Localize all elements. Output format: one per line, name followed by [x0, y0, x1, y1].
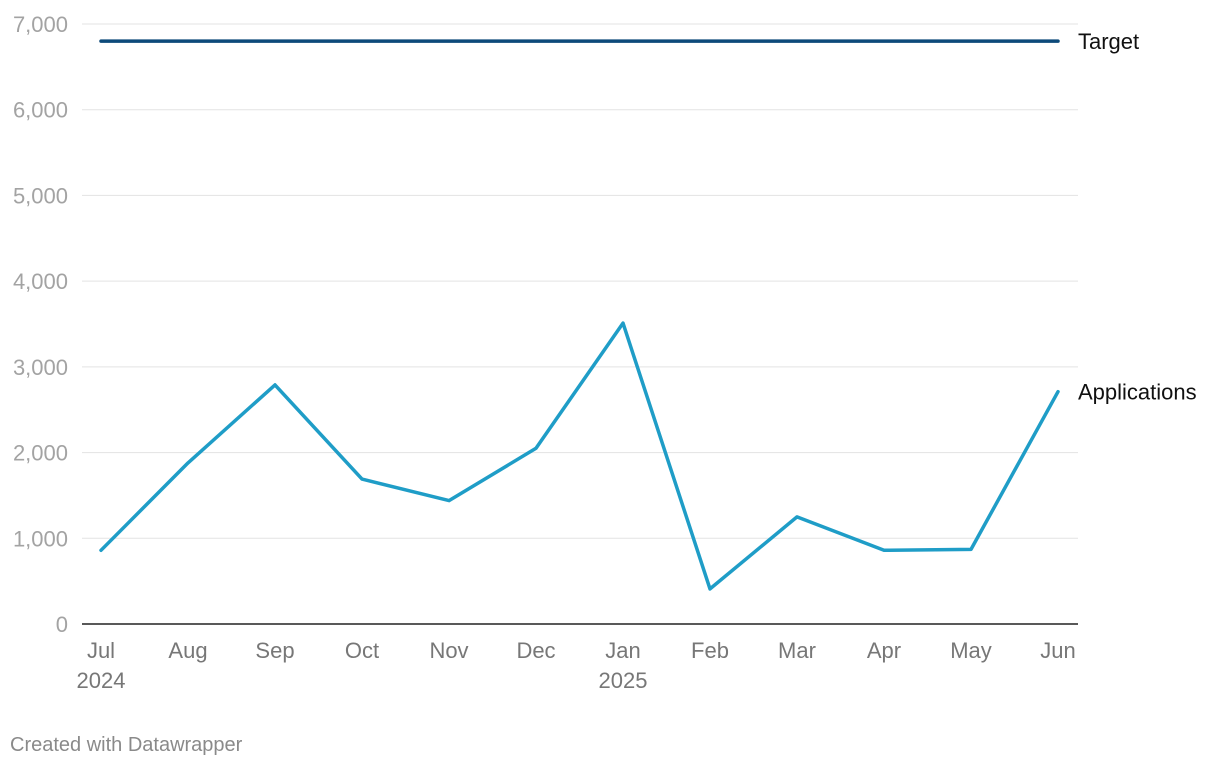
series-label-applications: Applications [1078, 380, 1197, 405]
x-tick-label-jul: Jul [87, 638, 115, 663]
y-axis-tick-labels: 0 1,000 2,000 3,000 4,000 5,000 6,000 7,000 [13, 12, 68, 637]
x-tick-label-oct: Oct [345, 638, 379, 663]
x-tick-label-feb: Feb [691, 638, 729, 663]
x-tick-label-nov: Nov [429, 638, 468, 663]
credit-text: Created with Datawrapper [10, 734, 243, 756]
x-tick-label-jun: Jun [1040, 638, 1075, 663]
series-lines [99, 39, 1060, 591]
x-tick-year-2025: 2025 [599, 668, 648, 693]
y-tick-label-6000: 6,000 [13, 98, 68, 123]
x-tick-label-jan: Jan [605, 638, 640, 663]
x-tick-label-aug: Aug [168, 638, 207, 663]
y-tick-label-5000: 5,000 [13, 183, 68, 208]
x-tick-year-2024: 2024 [77, 668, 126, 693]
series-labels: Target Applications [1078, 29, 1197, 405]
x-tick-label-apr: Apr [867, 638, 901, 663]
x-axis-tick-labels: Jul 2024 Aug Sep Oct Nov Dec Jan 2025 Feb Mar Apr Ma… [77, 638, 1076, 693]
y-tick-label-1000: 1,000 [13, 526, 68, 551]
series-label-target: Target [1078, 29, 1139, 54]
grid-lines [82, 23, 1078, 625]
y-tick-label-4000: 4,000 [13, 269, 68, 294]
y-tick-label-2000: 2,000 [13, 441, 68, 466]
series-line-applications [99, 321, 1060, 591]
y-tick-label-7000: 7,000 [13, 12, 68, 37]
x-tick-label-sep: Sep [255, 638, 294, 663]
y-tick-label-3000: 3,000 [13, 355, 68, 380]
x-tick-label-may: May [950, 638, 992, 663]
y-tick-label-0: 0 [56, 612, 68, 637]
x-tick-label-mar: Mar [778, 638, 816, 663]
x-tick-label-dec: Dec [516, 638, 555, 663]
